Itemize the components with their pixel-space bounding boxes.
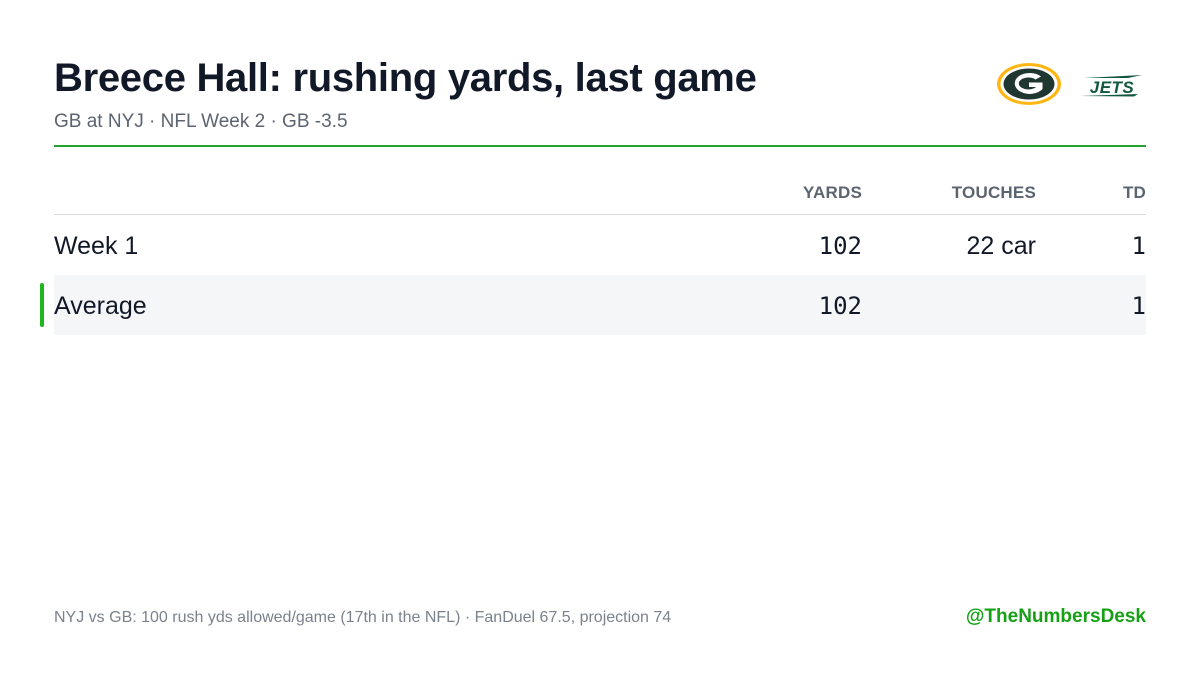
table-row-average: Average 102 1 xyxy=(40,275,1146,335)
stats-table: YARDS TOUCHES TD Week 1 102 22 car 1 Ave… xyxy=(40,172,1146,335)
new-york-jets-logo: JETS xyxy=(1080,75,1142,97)
yards-value: 102 xyxy=(818,232,862,260)
touches-value: 22 car xyxy=(966,232,1036,260)
row-label: Week 1 xyxy=(54,232,139,260)
td-value: 1 xyxy=(1131,292,1146,320)
table-header: YARDS TOUCHES TD xyxy=(54,172,1146,215)
yards-value: 102 xyxy=(818,292,862,320)
column-header-yards: YARDS xyxy=(803,183,862,202)
column-header-touches: TOUCHES xyxy=(951,183,1036,202)
column-header-td: TD xyxy=(1122,183,1146,202)
row-label: Average xyxy=(54,292,147,320)
green-bay-packers-logo xyxy=(997,63,1061,105)
stat-card: Breece Hall: rushing yards, last game GB… xyxy=(40,0,1146,675)
td-value: 1 xyxy=(1131,232,1146,260)
author-handle: @TheNumbersDesk xyxy=(965,606,1146,627)
page-title: Breece Hall: rushing yards, last game xyxy=(54,56,757,100)
title-divider xyxy=(54,145,1146,147)
table-row: Week 1 102 22 car 1 xyxy=(54,215,1146,275)
highlight-accent-bar xyxy=(40,283,44,327)
jets-wordmark-text: JETS xyxy=(1090,78,1135,97)
team-logos: JETS xyxy=(996,62,1146,106)
game-subtitle: GB at NYJ · NFL Week 2 · GB -3.5 xyxy=(54,111,348,132)
footer-note: NYJ vs GB: 100 rush yds allowed/game (17… xyxy=(54,609,672,626)
